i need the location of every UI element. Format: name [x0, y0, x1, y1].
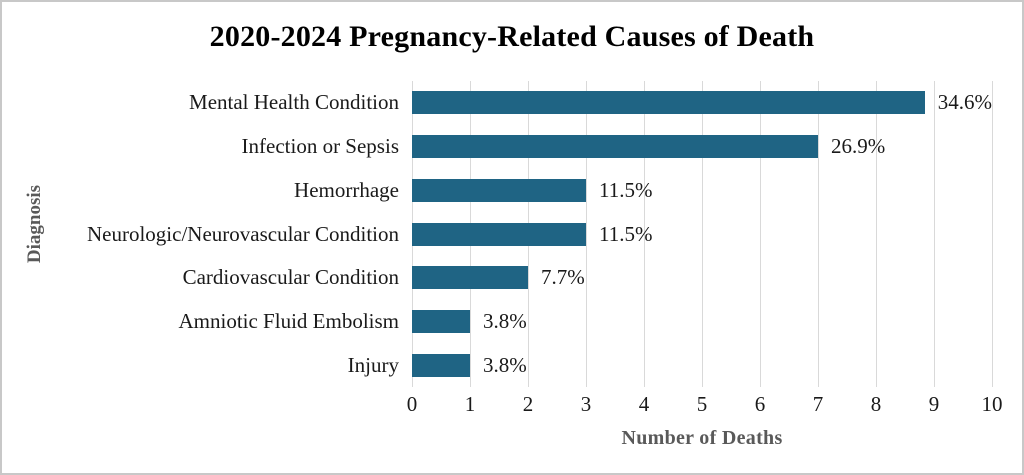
bar-row: 11.5%	[412, 212, 992, 256]
bar-row: 3.8%	[412, 343, 992, 387]
x-tick-label: 8	[870, 392, 882, 416]
x-tick-label: 7	[812, 392, 824, 416]
chart-title: 2020-2024 Pregnancy-Related Causes of De…	[209, 20, 815, 53]
category-label: Amniotic Fluid Embolism	[178, 308, 399, 333]
bar-value-label: 3.8%	[483, 308, 527, 333]
x-tick-label: 2	[522, 392, 534, 416]
bar-value-label: 11.5%	[599, 177, 653, 202]
gridline	[991, 81, 993, 387]
gridline	[933, 81, 935, 387]
gridline	[585, 81, 587, 387]
x-tick-label: 10	[981, 392, 1003, 416]
x-tick-label: 1	[464, 392, 476, 416]
bar-value-label: 34.6%	[937, 90, 992, 115]
bar	[412, 135, 818, 159]
x-tick-label: 0	[406, 392, 418, 416]
category-label: Injury	[347, 352, 399, 377]
x-tick-label: 5	[696, 392, 708, 416]
bar-row: 34.6%	[412, 81, 992, 125]
bar	[412, 91, 925, 115]
category-label: Cardiovascular Condition	[182, 265, 399, 290]
bar-value-label: 7.7%	[541, 265, 585, 290]
category-label: Neurologic/Neurovascular Condition	[86, 221, 399, 246]
bar-row: 3.8%	[412, 300, 992, 344]
bar-row: 26.9%	[412, 125, 992, 169]
plot-area: 34.6% 26.9% 11.5% 11.5% 7.7% 3.8% 3.8%	[411, 81, 993, 387]
bar	[412, 309, 470, 333]
bar-value-label: 3.8%	[483, 352, 527, 377]
gridline	[643, 81, 645, 387]
x-tick-label: 3	[580, 392, 592, 416]
bar	[412, 266, 528, 290]
x-tick-label: 4	[638, 392, 650, 416]
bar-row: 11.5%	[412, 168, 992, 212]
bar	[412, 178, 586, 202]
x-tick-label: 6	[754, 392, 766, 416]
gridline	[875, 81, 877, 387]
bar-row: 7.7%	[412, 256, 992, 300]
category-label: Hemorrhage	[294, 177, 399, 202]
bar-value-label: 26.9%	[831, 134, 886, 159]
gridline	[701, 81, 703, 387]
x-tick-label: 9	[928, 392, 940, 416]
category-label: Mental Health Condition	[189, 90, 399, 115]
category-axis-labels: Mental Health Condition Infection or Seps…	[2, 81, 399, 387]
x-axis-title: Number of Deaths	[621, 427, 783, 449]
bar	[412, 222, 586, 246]
bar-series: 34.6% 26.9% 11.5% 11.5% 7.7% 3.8% 3.8%	[412, 81, 992, 387]
x-axis-tick-labels: 0 1 2 3 4 5 6 7 8 9 10	[407, 392, 1003, 416]
gridline	[759, 81, 761, 387]
gridline	[817, 81, 819, 387]
bar-value-label: 11.5%	[599, 221, 653, 246]
bar	[412, 353, 470, 377]
category-label: Infection or Sepsis	[241, 134, 399, 159]
